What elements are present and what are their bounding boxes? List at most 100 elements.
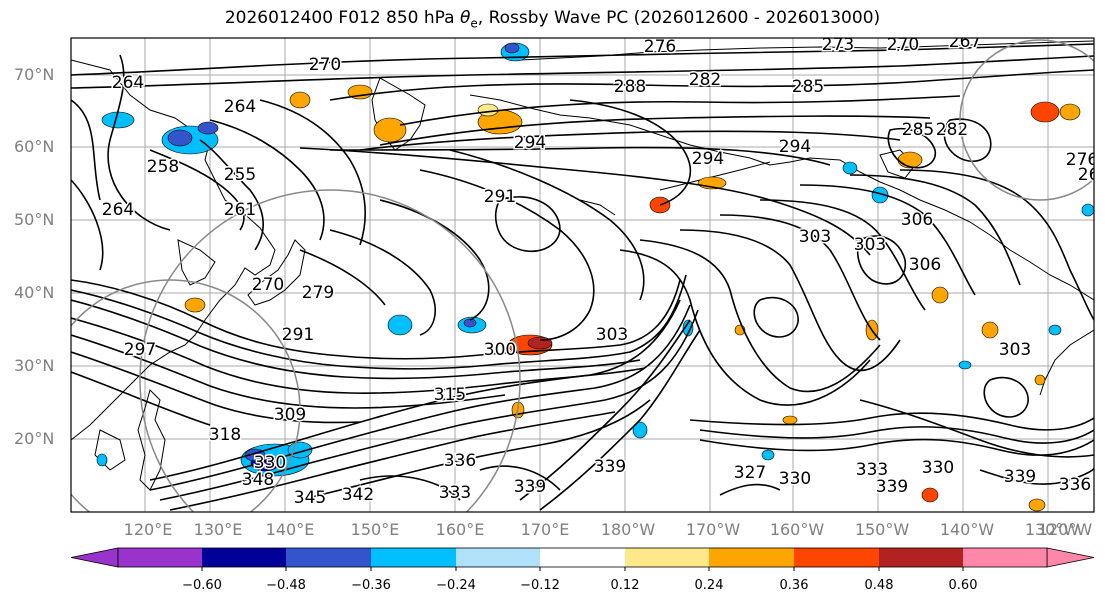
theta-e-contour (379, 199, 490, 321)
range-circles (71, 39, 1094, 512)
theta-e-contour (689, 412, 1094, 431)
contour-label: 276 (644, 37, 676, 57)
contour-label: 270 (309, 55, 341, 75)
contour-label: 303 (596, 325, 628, 345)
contour-label: 303 (799, 227, 831, 247)
contour-label: 336 (444, 451, 476, 471)
contour-label: 285 (902, 120, 934, 140)
theta-e-contour (107, 54, 171, 231)
theta-e-contour (759, 199, 926, 311)
contour-label: 282 (936, 120, 968, 140)
colorbar-tick-label: −0.48 (266, 578, 306, 593)
theta-e-contour (719, 483, 781, 496)
contour-label: 294 (692, 149, 724, 169)
contour-label: 267 (1078, 165, 1105, 185)
contour-label: 336 (1059, 475, 1091, 495)
colorbar-tick-label: 0.24 (694, 578, 724, 593)
contour-label: 306 (909, 255, 941, 275)
contour-label: 297 (124, 340, 156, 360)
theta-e-contour (887, 128, 936, 169)
contour-label: 348 (242, 470, 274, 490)
map-frame (70, 37, 1095, 513)
contour-label: 315 (434, 385, 466, 405)
theta-e-contour (359, 130, 901, 151)
theta-e-contour (519, 319, 691, 501)
theta-e-contour (856, 235, 906, 285)
theta-e-contour (169, 411, 616, 511)
theta-e-contour (359, 475, 461, 501)
longitude-label: 170°W (685, 520, 741, 539)
theta-e-contour (619, 249, 871, 406)
contour-label: 261 (224, 200, 256, 220)
colorbar-segment (118, 548, 202, 567)
colorbar-segment (540, 548, 625, 567)
colorbar-segment (286, 548, 371, 567)
colorbar-tick-label: 0.60 (948, 578, 978, 593)
rossby-wave-pc-shading (96, 42, 1094, 512)
theta-e-contour (299, 249, 386, 306)
contour-label: 327 (734, 463, 766, 483)
theta-e-contour (209, 119, 325, 241)
contour-label: 270 (252, 275, 284, 295)
contour-label: 282 (689, 70, 721, 90)
contour-label: 264 (112, 73, 144, 93)
longitude-label: 150°W (854, 520, 910, 539)
contour-label: 267 (949, 32, 981, 52)
theta-e-contour (899, 169, 1094, 321)
theta-e-contour (494, 196, 561, 253)
contour-label: 330 (254, 453, 286, 473)
contour-label: 264 (224, 97, 256, 117)
colorbar-segment (794, 548, 879, 567)
theta-e-contour (679, 229, 901, 372)
colorbar-tick-label: −0.24 (436, 578, 476, 593)
theta-e-contour (159, 309, 699, 501)
colorbar-tick-label: −0.12 (520, 578, 560, 593)
colorbar-segment (709, 548, 794, 567)
theta-e-contour (753, 296, 799, 338)
theta-e-contour (149, 299, 681, 481)
theta-e-contour (449, 149, 645, 301)
theta-e-contour (299, 399, 651, 501)
theta-e-contour (71, 317, 646, 394)
contour-label: 270 (887, 35, 919, 55)
theta-e-contour (569, 99, 692, 206)
contour-label: 288 (614, 77, 646, 97)
colorbar-tick-label: 0.12 (610, 578, 640, 593)
colorbar-segment (202, 548, 286, 567)
contour-label: 333 (856, 460, 888, 480)
contour-label: 300 (484, 340, 516, 360)
longitude-label: 150°E (350, 520, 400, 539)
theta-e-contour (329, 229, 436, 336)
contour-label: 294 (779, 137, 811, 157)
theta-e-contour (71, 299, 641, 380)
colorbar-segment (879, 548, 963, 567)
contour-label: 330 (779, 469, 811, 489)
contour-label: 330 (922, 458, 954, 478)
colorbar-segment (625, 548, 709, 567)
theta-e-contour (71, 274, 687, 370)
theta-e-contour (329, 69, 1094, 101)
contour-label: 345 (294, 488, 326, 508)
theta-e-contour (71, 43, 1094, 76)
contour-label: 264 (102, 200, 134, 220)
colorbar-outline (117, 547, 1048, 568)
theta-e-contour (399, 95, 961, 126)
longitude-label: 180°W (600, 520, 656, 539)
colorbar-tick-label: 0.36 (779, 578, 809, 593)
longitude-label: 140°E (265, 520, 315, 539)
theta-e-contour (983, 376, 1029, 418)
theta-e-contour (859, 399, 1094, 458)
theta-e-contour (329, 146, 831, 166)
latitude-label: 20°N (14, 429, 55, 448)
colorbar-tick-label: 0.48 (864, 578, 894, 593)
theta-e-contour (943, 118, 992, 163)
theta-e-contour (479, 465, 561, 491)
theta-e-contour (71, 179, 104, 271)
longitude-label: 120°W (1037, 520, 1093, 539)
theta-e-contour (199, 139, 265, 251)
longitude-label: 160°W (769, 520, 825, 539)
contour-label: 318 (209, 425, 241, 445)
longitude-label: 120°E (123, 520, 173, 539)
